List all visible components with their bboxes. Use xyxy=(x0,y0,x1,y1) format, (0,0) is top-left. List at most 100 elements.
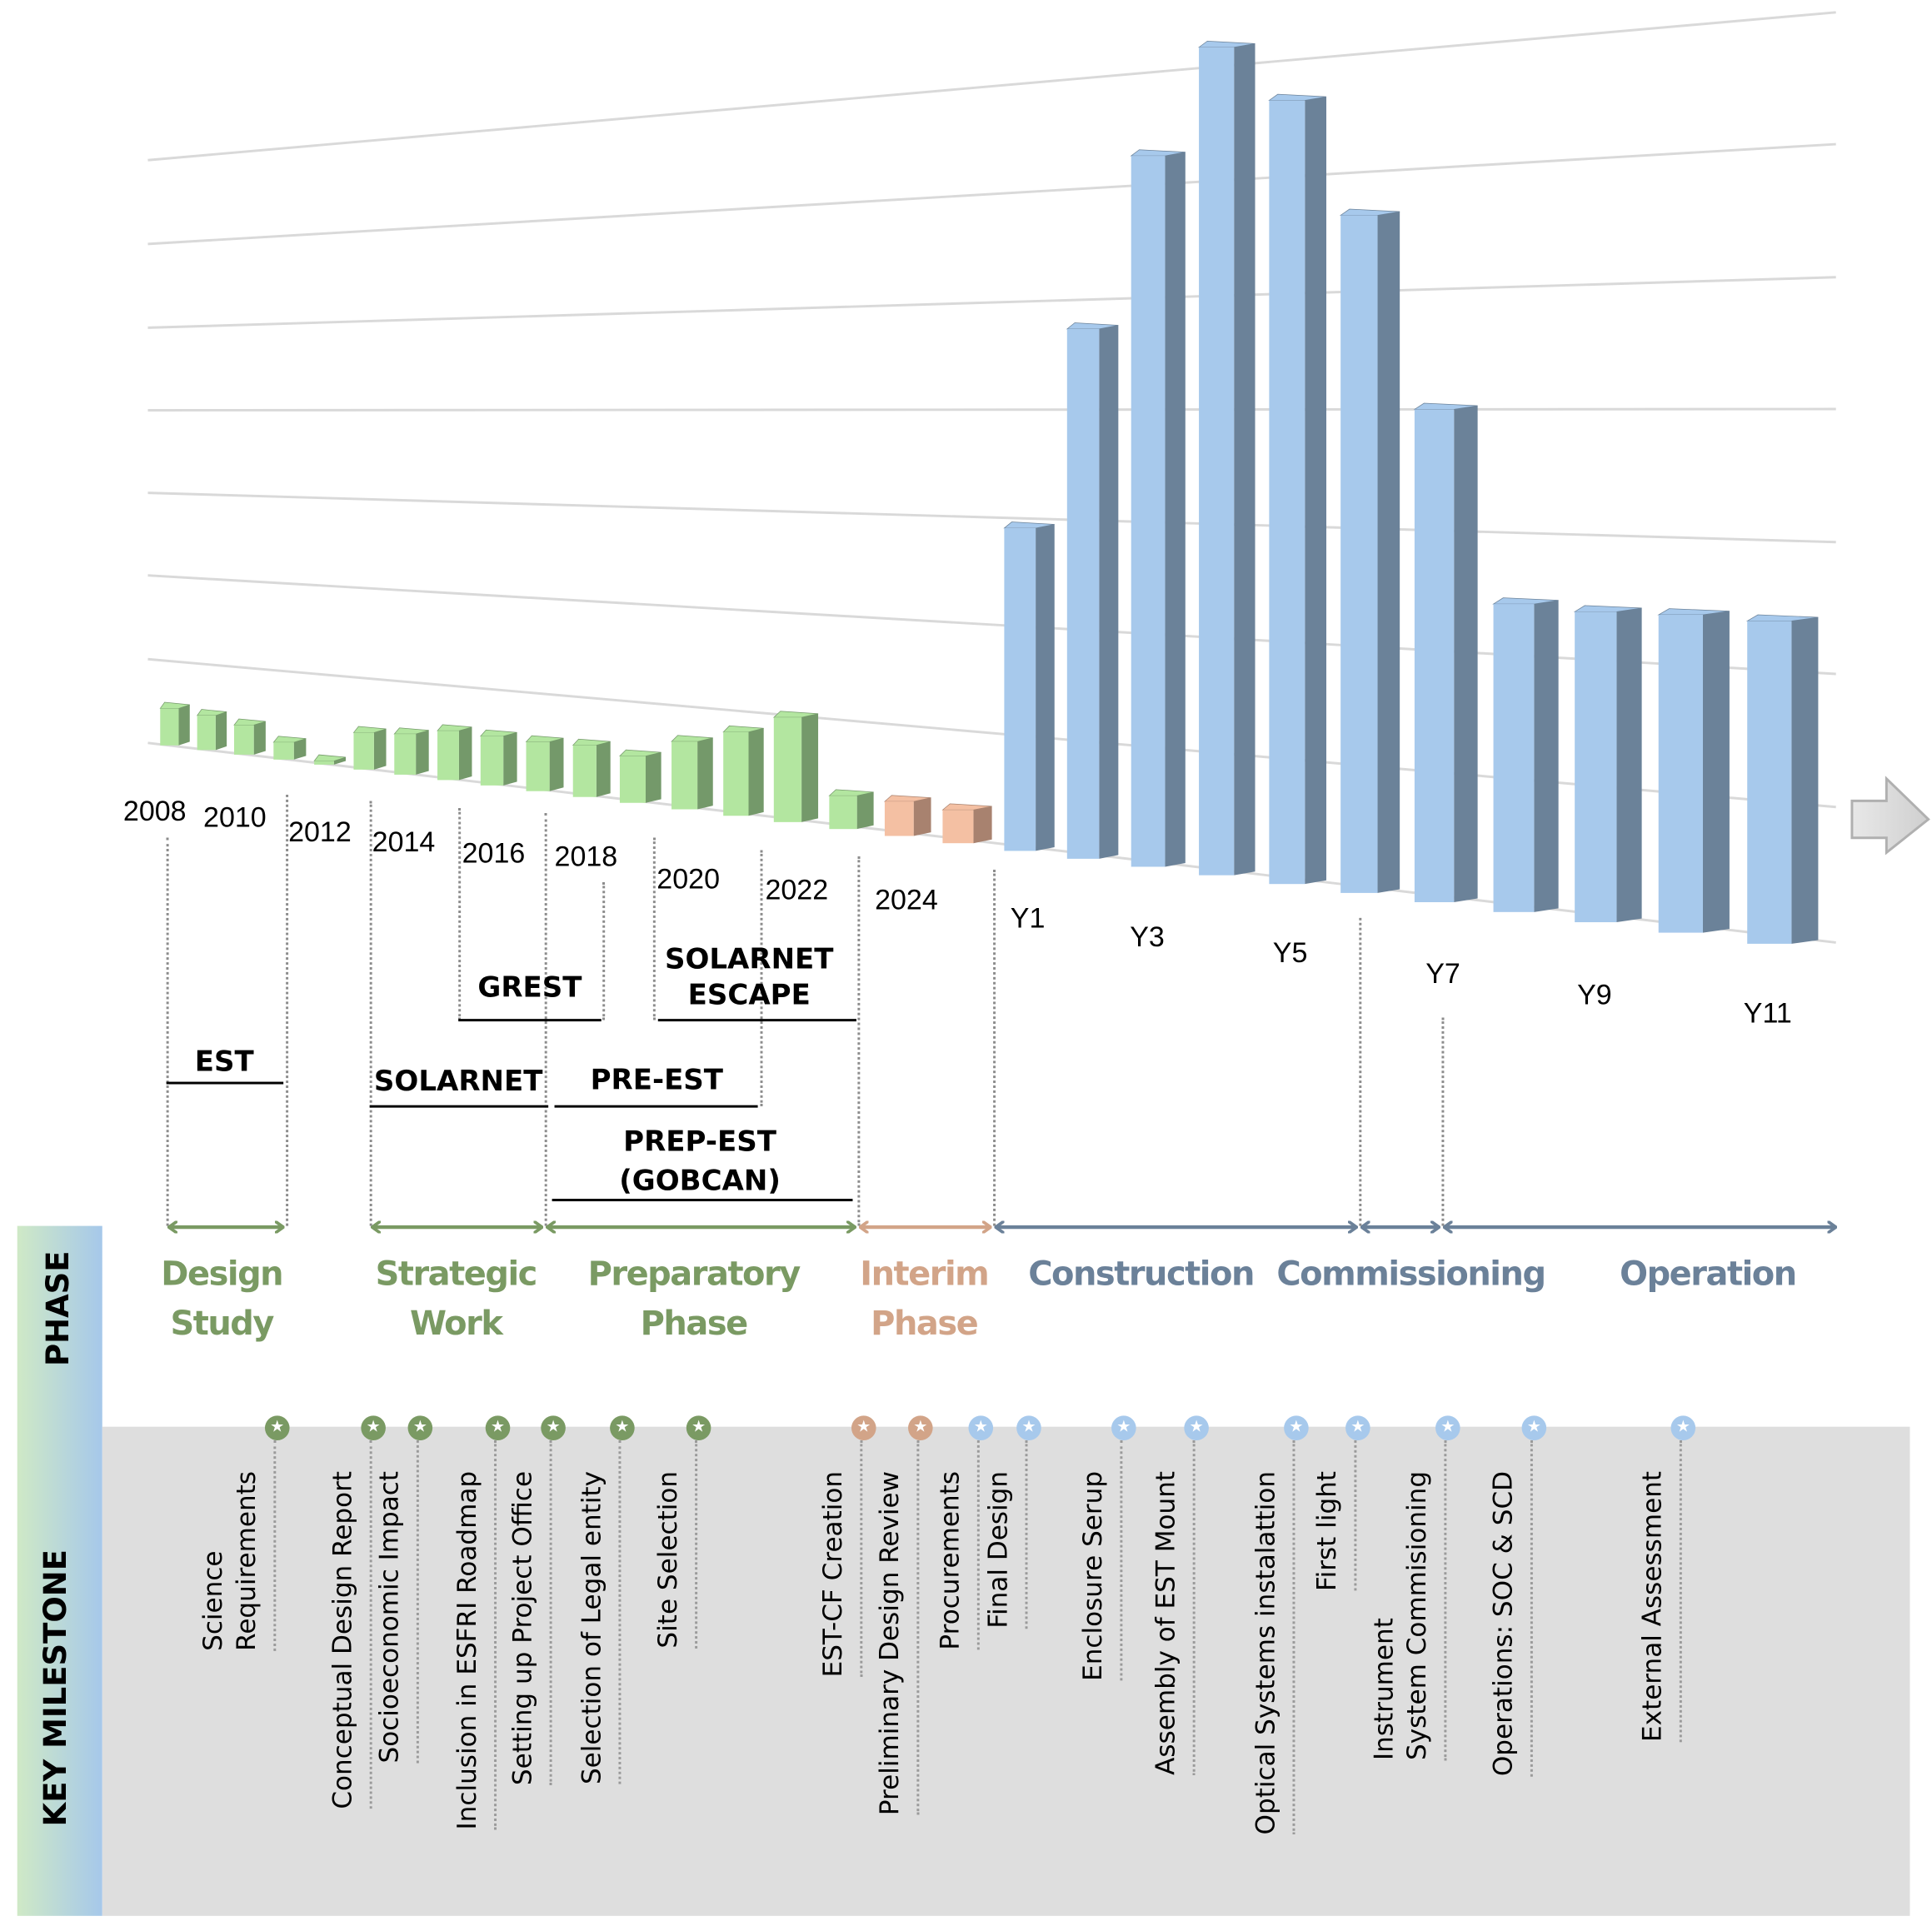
bar-front xyxy=(1269,100,1305,885)
bar-side xyxy=(178,704,190,746)
star-icon: ★ xyxy=(851,1415,876,1440)
bar-Y3 xyxy=(1130,149,1186,867)
bar-front xyxy=(353,732,374,770)
tick-label: 2018 xyxy=(554,840,618,873)
bar-Y6 xyxy=(1339,208,1400,893)
tick-label: Y5 xyxy=(1272,936,1308,969)
milestone-label: Enclosure Serup xyxy=(1078,1470,1108,1681)
milestone-connector xyxy=(1354,1440,1357,1592)
bar-side xyxy=(253,721,266,755)
bar-front xyxy=(942,810,974,844)
milestone-connector xyxy=(860,1440,863,1678)
star-icon: ★ xyxy=(908,1415,933,1440)
bar-2018 xyxy=(572,738,611,797)
project-label: (GOBCAN) xyxy=(619,1165,781,1198)
phase-label: Construction xyxy=(1028,1250,1255,1300)
phase-label: Preparatory Phase xyxy=(588,1250,801,1349)
guide-line xyxy=(993,870,996,1226)
project-solarnet-escape: SOLARNET ESCAPE xyxy=(665,942,834,1014)
bar-2022 xyxy=(772,711,819,822)
tick-label: Y11 xyxy=(1743,996,1792,1029)
phase-label-line: Commissioning xyxy=(1276,1255,1546,1294)
bar-Y1 xyxy=(1003,521,1055,851)
bar-side xyxy=(1702,611,1730,933)
guide-line xyxy=(1441,1017,1445,1226)
bar-side xyxy=(1377,212,1400,893)
milestone-connector xyxy=(1444,1440,1447,1760)
milestone: Inclusion in ESFRI Roadmap ★ xyxy=(451,1415,511,1830)
guide-line xyxy=(1359,917,1362,1226)
guide-line xyxy=(857,856,861,1226)
milestone: Procurements ★ xyxy=(934,1415,994,1650)
bar-side xyxy=(856,791,874,830)
bar-side xyxy=(1099,325,1119,859)
bar-side xyxy=(1305,97,1326,885)
bar-2015 xyxy=(437,724,472,781)
milestone: Operations: SOC & SCD ★ xyxy=(1487,1415,1547,1777)
star-icon: ★ xyxy=(1435,1415,1460,1440)
project-bar xyxy=(554,1105,758,1108)
bar-front xyxy=(160,708,179,746)
milestone-label: Selection of Legal entity xyxy=(577,1470,607,1785)
milestone: Science Requirements ★ xyxy=(197,1415,290,1651)
gridlines xyxy=(147,11,1836,944)
milestone-connector xyxy=(416,1440,419,1764)
phase-label-line: Interim xyxy=(860,1255,990,1294)
milestone: Assembly of EST Mount ★ xyxy=(1150,1415,1209,1775)
project-solarnet: SOLARNET xyxy=(374,1065,543,1100)
milestone: Selection of Legal entity ★ xyxy=(576,1415,635,1785)
bar-side xyxy=(748,728,764,816)
milestone-connector xyxy=(695,1440,698,1649)
bar-front xyxy=(1575,611,1617,923)
bar-side xyxy=(913,797,931,836)
tick-label: 2016 xyxy=(462,836,526,869)
bar-side xyxy=(697,737,713,810)
guide-line xyxy=(760,850,763,1107)
project-label: PREP-EST xyxy=(623,1125,776,1159)
gridline xyxy=(147,407,1836,412)
bar-side xyxy=(1036,524,1055,851)
bar-front xyxy=(526,741,550,791)
bar-front xyxy=(1658,615,1703,933)
bar-front xyxy=(394,734,417,775)
bar-side xyxy=(1534,600,1559,912)
bar-front xyxy=(671,741,698,810)
bar-front xyxy=(884,801,914,836)
funding-bar-chart xyxy=(147,11,1930,944)
phase-label-line: Study xyxy=(170,1305,274,1344)
project-est: EST xyxy=(195,1045,254,1080)
gridline xyxy=(147,491,1836,544)
bar-side xyxy=(596,741,611,797)
bar-side xyxy=(458,726,472,781)
phase-label-line: Phase xyxy=(640,1305,749,1344)
bar-side xyxy=(1616,607,1642,923)
project-bar xyxy=(166,1081,284,1085)
bar-front xyxy=(234,725,254,755)
milestone: Instrument System Commisioning ★ xyxy=(1368,1415,1460,1760)
tick-label: 2014 xyxy=(372,825,436,858)
project-label: GREST xyxy=(477,971,582,1005)
star-icon: ★ xyxy=(968,1415,994,1440)
phase-label-line: Design xyxy=(161,1255,283,1294)
bar-front xyxy=(437,731,459,781)
milestone-connector xyxy=(618,1440,622,1785)
bar-Y4 xyxy=(1197,40,1256,876)
milestone-label: Operations: SOC & SCD xyxy=(1488,1470,1519,1777)
bars xyxy=(159,40,1819,944)
bar-2014 xyxy=(393,727,429,775)
bar-front xyxy=(773,717,802,822)
bar-front xyxy=(1199,47,1235,876)
bar-front xyxy=(1340,215,1378,893)
bar-side xyxy=(333,757,347,765)
milestone: Enclosure Serup ★ xyxy=(1077,1415,1136,1681)
bar-side xyxy=(801,713,819,822)
phase-label-line: Strategic xyxy=(375,1255,538,1294)
star-icon: ★ xyxy=(1521,1415,1547,1440)
phase-header: PHASE xyxy=(40,1250,76,1366)
milestone-label: Optical Systems instalattion xyxy=(1251,1470,1281,1835)
gridline xyxy=(147,741,1836,944)
phase-label-line: Construction xyxy=(1028,1255,1255,1294)
project-label: PRE-EST xyxy=(590,1064,724,1097)
tick-label: Y1 xyxy=(1010,901,1046,935)
tick-label: 2008 xyxy=(122,794,187,827)
